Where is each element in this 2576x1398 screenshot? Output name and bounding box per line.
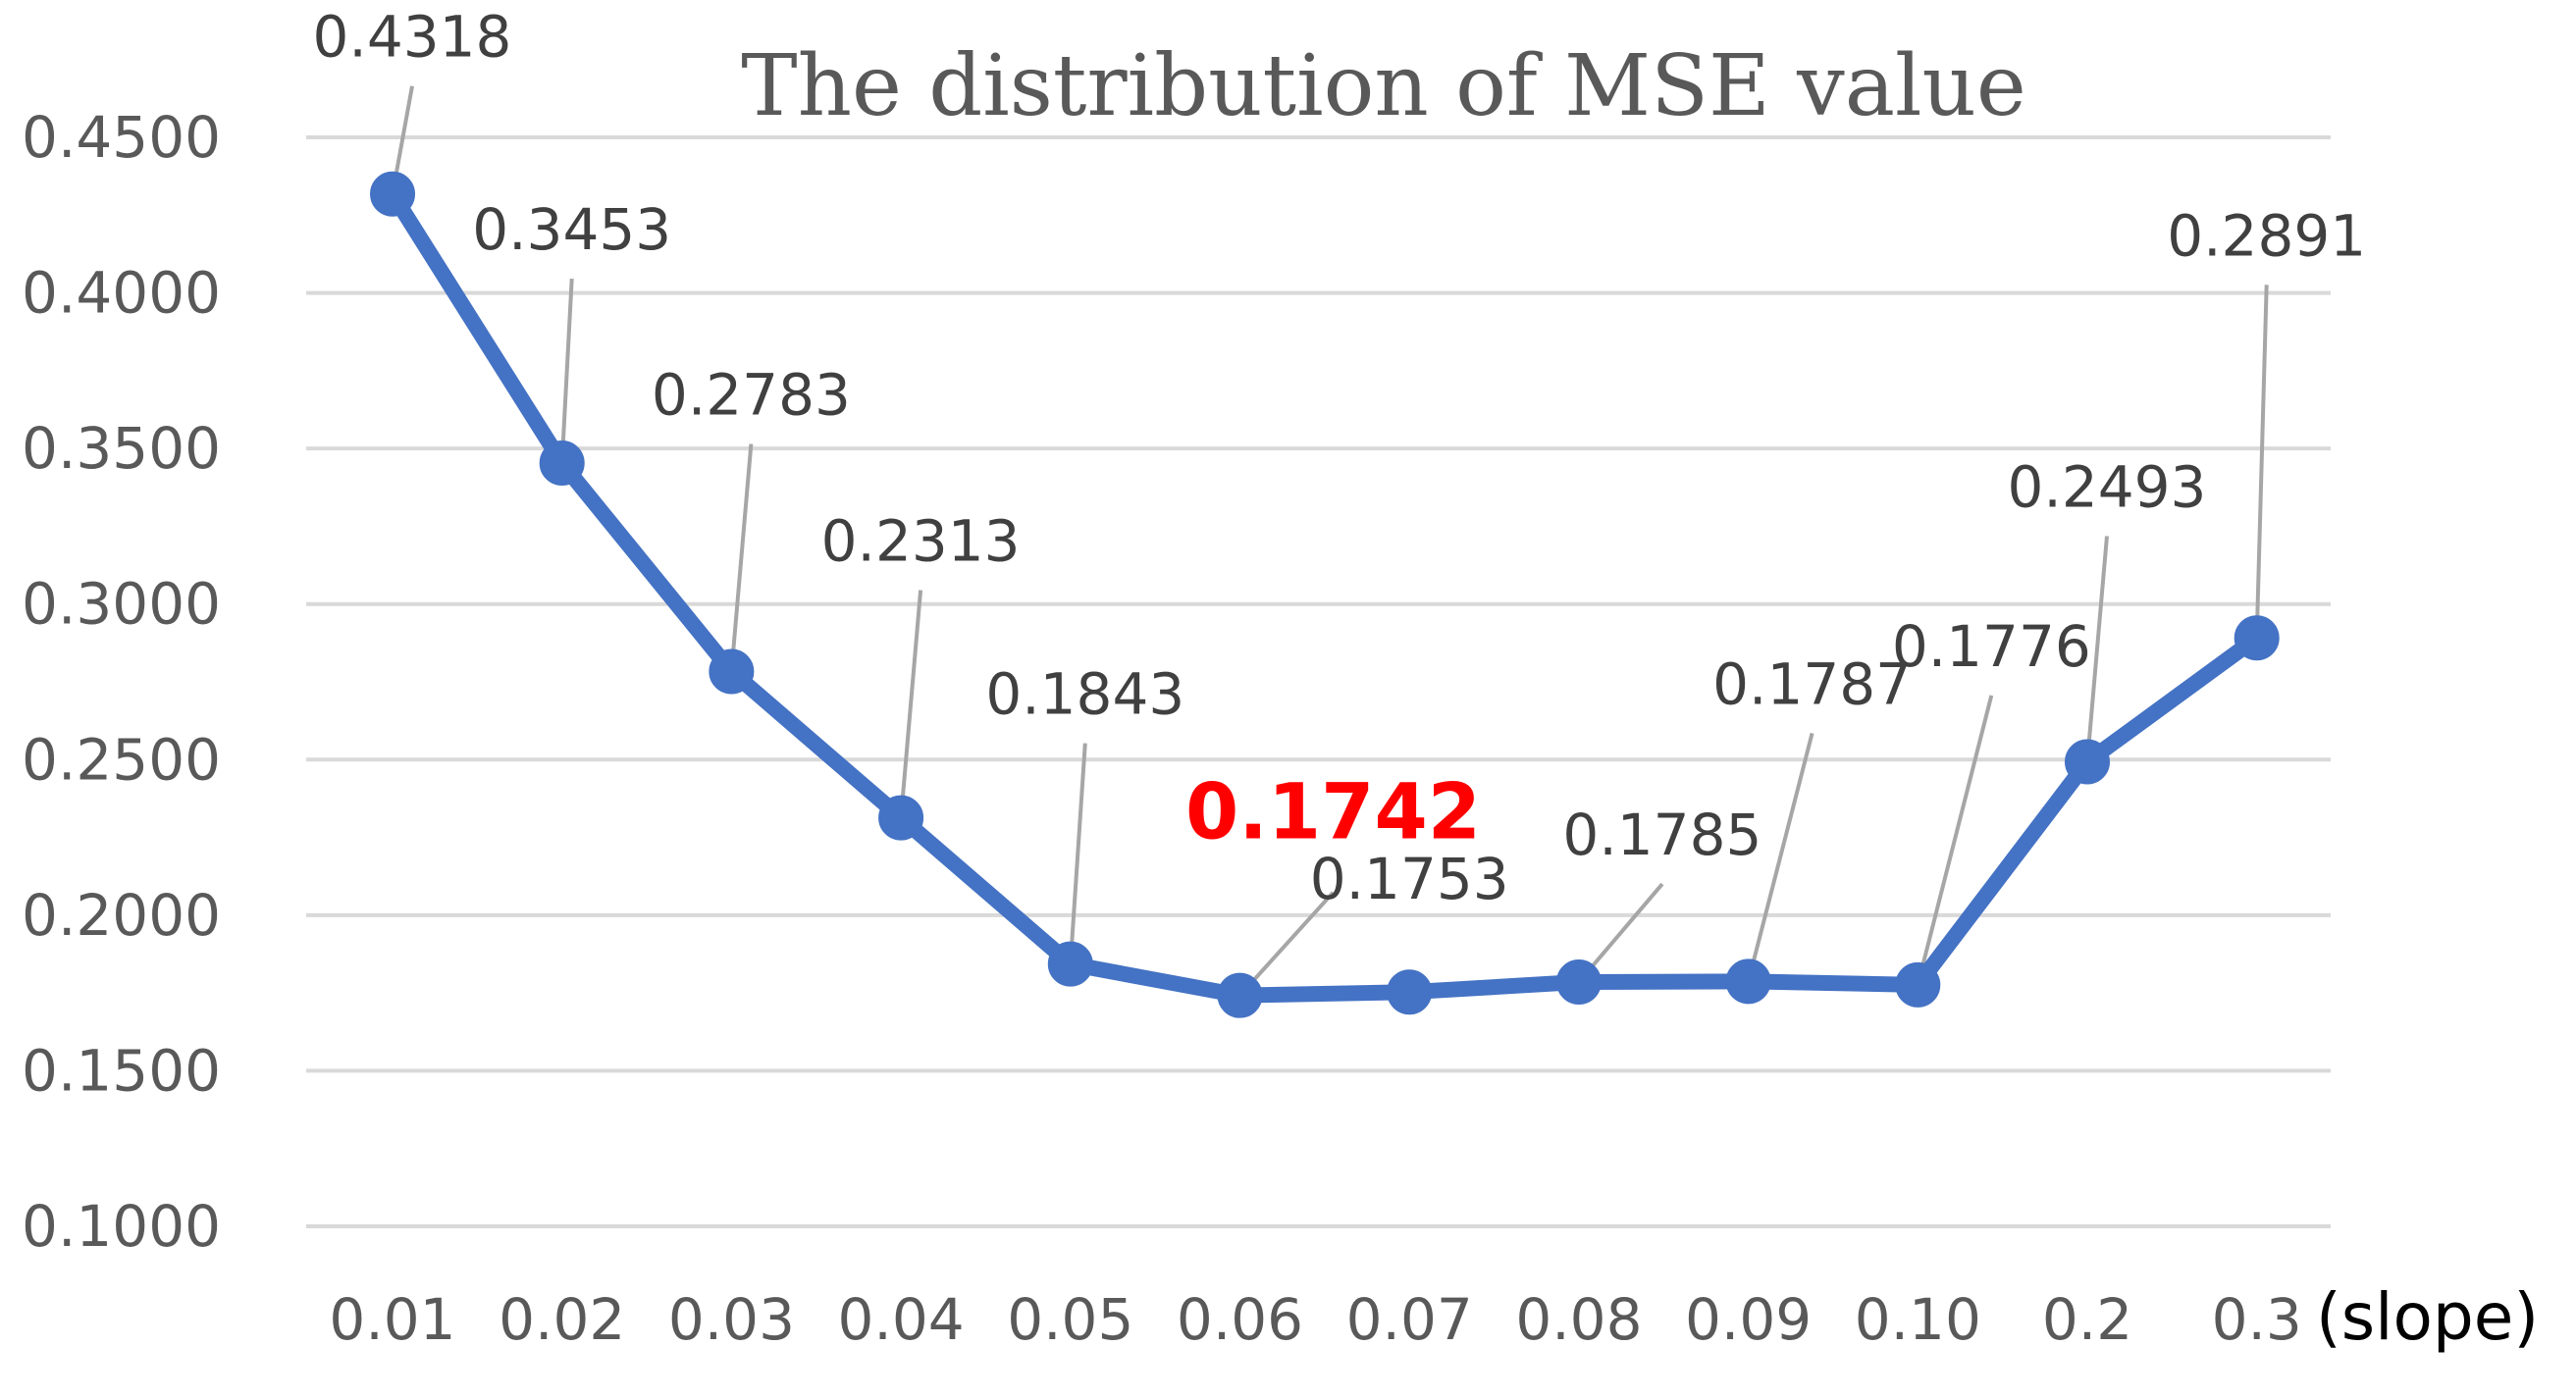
x-tick-label: 0.3 <box>2212 1286 2302 1353</box>
y-tick-label: 0.3500 <box>22 415 221 482</box>
data-label-highlight: 0.1742 <box>1185 769 1481 857</box>
leader-line <box>899 590 923 818</box>
x-axis-label: (slope) <box>2316 1279 2539 1355</box>
chart-title: The distribution of MSE value <box>741 37 2026 135</box>
leader-lines <box>391 85 2269 998</box>
x-axis-ticks: 0.01 0.02 0.03 0.04 0.05 0.06 0.07 0.08 0.09 0.10… <box>329 1286 2301 1353</box>
data-point <box>2234 615 2280 661</box>
data-point <box>370 171 415 217</box>
leader-line <box>2085 536 2109 762</box>
leader-line <box>559 278 574 464</box>
y-tick-label: 0.1500 <box>22 1037 221 1104</box>
x-tick-label: 0.08 <box>1515 1286 1642 1353</box>
x-tick-label: 0.09 <box>1685 1286 1812 1353</box>
data-label: 0.3453 <box>472 196 671 263</box>
data-point <box>2065 739 2110 785</box>
data-label: 0.2493 <box>2008 454 2207 521</box>
x-tick-label: 0.10 <box>1855 1286 1981 1353</box>
x-tick-label: 0.03 <box>668 1286 795 1353</box>
data-point <box>1555 959 1602 1006</box>
x-tick-label: 0.01 <box>329 1286 455 1353</box>
x-tick-label: 0.07 <box>1346 1286 1473 1353</box>
leader-line <box>1238 891 1335 998</box>
leader-line <box>1746 732 1814 982</box>
data-point <box>1047 941 1093 987</box>
data-label: 0.2313 <box>821 508 1021 575</box>
data-label: 0.1843 <box>985 661 1184 728</box>
data-point <box>709 648 755 695</box>
x-tick-label: 0.2 <box>2042 1286 2132 1353</box>
data-point <box>1217 972 1263 1018</box>
gridlines <box>306 135 2331 1228</box>
y-axis-ticks: 0.1000 0.1500 0.2000 0.2500 0.3000 0.3500 0.40… <box>22 104 221 1260</box>
data-point <box>878 795 924 841</box>
data-point <box>1725 958 1771 1005</box>
data-point <box>1895 961 1941 1008</box>
data-point <box>1387 969 1433 1015</box>
y-tick-label: 0.4500 <box>22 104 221 171</box>
data-label: 0.1787 <box>1712 650 1912 717</box>
leader-line <box>1916 695 1994 986</box>
data-label: 0.4318 <box>313 4 512 71</box>
data-labels: 0.43180.34530.27830.23130.18430.17420.17… <box>313 4 2367 912</box>
data-point <box>539 440 585 487</box>
y-tick-label: 0.4000 <box>22 260 221 327</box>
data-label: 0.2783 <box>652 362 851 429</box>
leader-line <box>729 443 754 672</box>
y-tick-label: 0.2500 <box>22 726 221 793</box>
y-tick-label: 0.1000 <box>22 1193 221 1260</box>
y-tick-label: 0.2000 <box>22 882 221 949</box>
data-label: 0.1776 <box>1892 613 2091 680</box>
x-tick-label: 0.04 <box>838 1286 965 1353</box>
x-tick-label: 0.02 <box>499 1286 625 1353</box>
data-label: 0.1785 <box>1562 802 1761 868</box>
x-tick-label: 0.05 <box>1007 1286 1133 1353</box>
y-tick-label: 0.3000 <box>22 571 221 638</box>
leader-line <box>1068 743 1087 964</box>
series-mse <box>370 171 2280 1018</box>
leader-line <box>2254 285 2269 639</box>
x-tick-label: 0.06 <box>1177 1286 1303 1353</box>
series-line <box>385 185 2265 1004</box>
data-label: 0.1753 <box>1310 846 1509 912</box>
data-label: 0.2891 <box>2167 202 2366 269</box>
